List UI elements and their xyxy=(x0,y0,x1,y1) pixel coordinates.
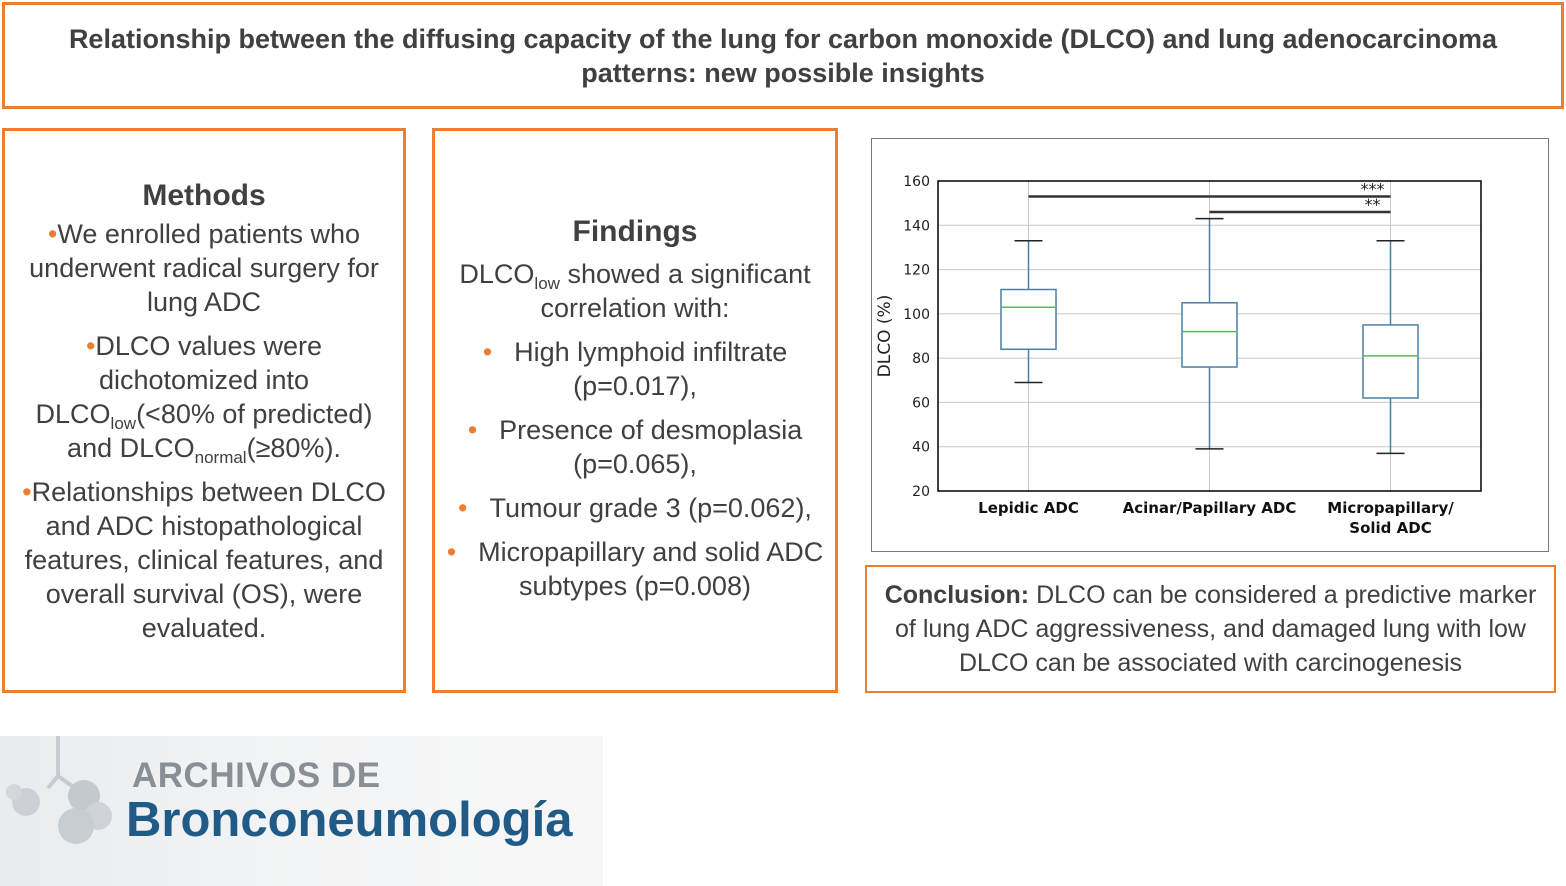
methods-panel: Methods •We enrolled patients who underw… xyxy=(2,128,406,693)
methods-item-3: •Relationships between DLCO and ADC hist… xyxy=(22,477,386,643)
logo-line-2: Bronconeumología xyxy=(126,793,573,847)
y-tick-label: 80 xyxy=(912,351,930,367)
bullet-icon: • xyxy=(22,477,32,507)
conclusion-text: Conclusion: DLCO can be considered a pre… xyxy=(884,581,1537,677)
findings-heading: Findings xyxy=(572,215,698,248)
bullet-icon: • xyxy=(482,337,493,367)
logo-line-1: ARCHIVOS DE xyxy=(132,756,381,795)
methods-heading: Methods xyxy=(142,179,266,212)
conclusion-label: Conclusion: xyxy=(884,581,1030,609)
y-tick-label: 140 xyxy=(903,218,930,234)
box-iqr xyxy=(1362,324,1419,399)
x-tick-label: Acinar/Papillary ADC xyxy=(1123,499,1297,517)
title-banner: Relationship between the diffusing capac… xyxy=(2,2,1564,109)
findings-panel: Findings DLCOlow showed a significant co… xyxy=(432,128,838,693)
bullet-icon: • xyxy=(458,493,468,523)
findings-intro: DLCOlow showed a significant correlation… xyxy=(459,259,811,323)
bullet-icon: • xyxy=(467,415,478,445)
title: Relationship between the diffusing capac… xyxy=(68,23,1498,88)
y-tick-label: 40 xyxy=(912,440,930,456)
findings-item-3: • Tumour grade 3 (p=0.062), xyxy=(458,493,812,523)
conclusion-panel: Conclusion: DLCO can be considered a pre… xyxy=(865,565,1556,693)
plot-area xyxy=(937,180,1482,492)
bullet-icon: • xyxy=(446,537,457,567)
methods-item-2: •DLCO values were dichotomized into DLCO… xyxy=(35,331,373,467)
findings-item-4: • Micropapillary and solid ADC subtypes (… xyxy=(446,537,824,601)
boxplot-svg: 20 40 60 80 100 120 140 160 Lepidic ADC Acinar/Pa… xyxy=(875,174,1482,537)
y-tick-label: 20 xyxy=(912,484,930,500)
y-tick-label: 100 xyxy=(903,307,930,323)
bullet-icon: • xyxy=(85,331,96,361)
significance-label: ** xyxy=(1365,195,1381,214)
bullet-icon: • xyxy=(47,219,58,249)
journal-logo: ARCHIVOS DE Bronconeumología xyxy=(0,736,603,886)
x-tick-label: Micropapillary/Solid ADC xyxy=(1327,499,1454,537)
findings-item-2: • Presence of desmoplasia (p=0.065), xyxy=(467,415,803,479)
box-iqr xyxy=(1000,288,1057,351)
lung-graphic-icon xyxy=(6,736,112,844)
boxplot-chart: 20 40 60 80 100 120 140 160 Lepidic ADC Acinar/Pa… xyxy=(871,138,1549,552)
findings-item-1: • High lymphoid infiltrate (p=0.017), xyxy=(482,337,788,401)
y-tick-label: 60 xyxy=(912,395,930,411)
y-tick-label: 160 xyxy=(903,174,930,190)
significance-label: *** xyxy=(1361,180,1385,199)
x-tick-label: Lepidic ADC xyxy=(978,499,1079,517)
methods-item-1: •We enrolled patients who underwent radi… xyxy=(29,219,379,317)
y-tick-label: 120 xyxy=(903,263,930,279)
box-iqr xyxy=(1181,302,1238,368)
y-axis-label: DLCO (%) xyxy=(875,295,895,378)
